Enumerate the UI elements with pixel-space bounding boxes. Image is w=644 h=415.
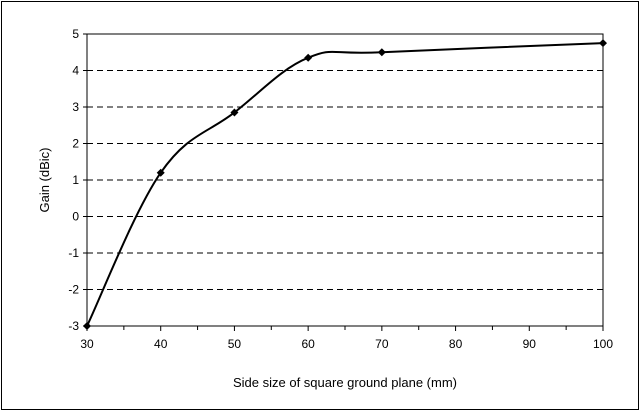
gain-series-line <box>86 42 604 327</box>
y-tick-label: 0 <box>72 210 79 224</box>
y-axis-label: Gain (dBic) <box>37 147 52 212</box>
x-tick-label: 80 <box>449 337 463 351</box>
grid-lines <box>87 70 603 290</box>
x-tick-label: 70 <box>375 337 389 351</box>
y-tick-label: 1 <box>72 173 79 187</box>
plot-area <box>86 33 604 327</box>
y-tick-label: -3 <box>68 319 79 333</box>
y-tick-label: -1 <box>68 246 79 260</box>
data-point-marker <box>304 53 313 62</box>
data-point-marker <box>83 322 91 330</box>
y-tick-label: 3 <box>72 100 79 114</box>
data-point-marker <box>230 108 239 117</box>
y-tick-label: 2 <box>72 137 79 151</box>
data-point-marker <box>599 39 607 48</box>
y-tick-label: 5 <box>72 27 79 41</box>
y-tick-label: -2 <box>68 283 79 297</box>
x-axis-ticks: 30 40 50 60 70 80 90 100 <box>80 326 613 351</box>
x-tick-label: 90 <box>523 337 537 351</box>
x-axis-label: Side size of square ground plane (mm) <box>233 375 457 390</box>
x-tick-label: 30 <box>80 337 94 351</box>
x-tick-label: 100 <box>593 337 613 351</box>
series-markers <box>83 39 607 330</box>
x-tick-label: 60 <box>301 337 315 351</box>
x-tick-label: 40 <box>154 337 168 351</box>
data-point-marker <box>156 168 165 177</box>
y-tick-label: 4 <box>72 64 79 78</box>
y-axis-ticks: -3 -2 -1 0 1 2 3 4 5 <box>68 27 87 333</box>
data-point-marker <box>377 48 386 57</box>
x-tick-label: 50 <box>228 337 242 351</box>
